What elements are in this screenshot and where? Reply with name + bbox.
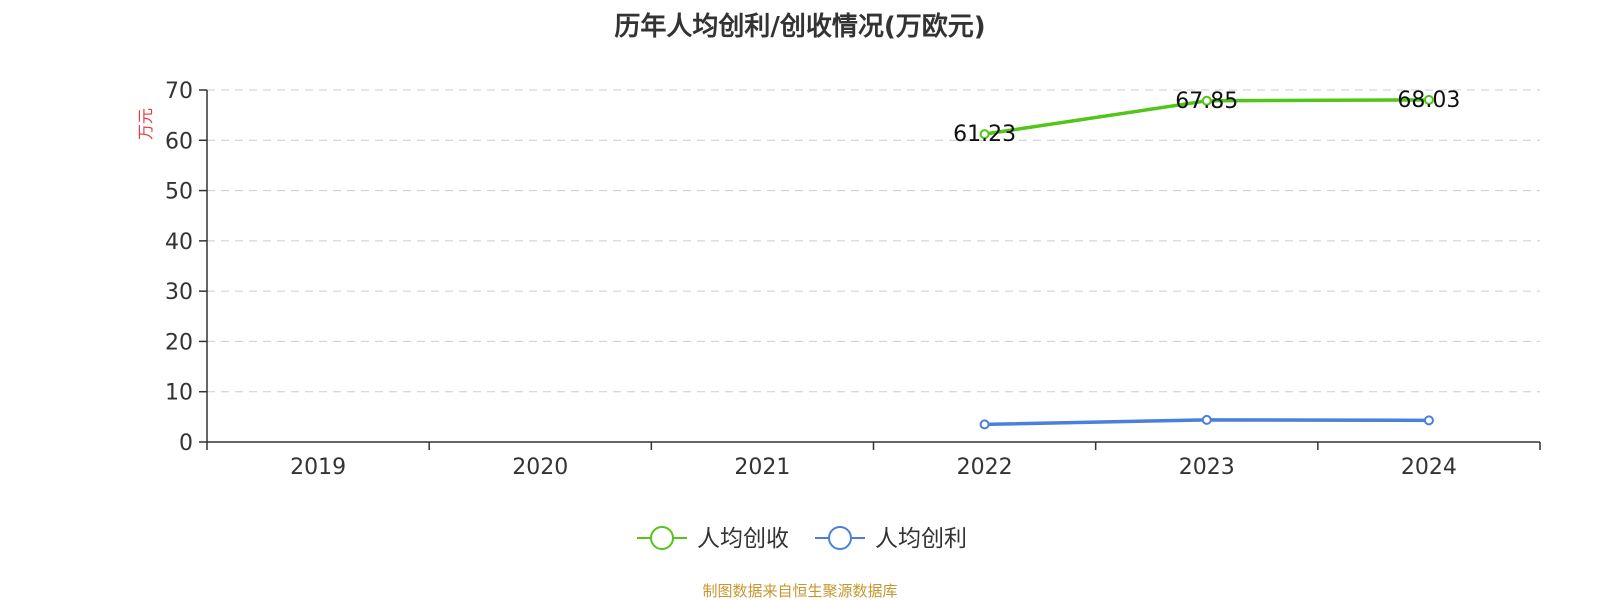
y-tick-label: 50: [165, 180, 193, 205]
y-axis-label: 万元: [136, 108, 155, 140]
data-point: [979, 129, 990, 140]
data-point: [1423, 415, 1434, 426]
y-tick-label: 10: [165, 381, 193, 406]
legend-item[interactable]: 人均创利: [815, 526, 967, 552]
data-label-layer: 61.23 67.85 68.03: [953, 88, 1460, 147]
series-layer: [979, 94, 1434, 430]
y-tick-label: 0: [179, 431, 193, 456]
y-tick-label: 40: [165, 230, 193, 255]
data-point: [1423, 94, 1434, 105]
legend-item[interactable]: 人均创收: [637, 526, 789, 552]
x-tick-label: 2023: [1179, 455, 1235, 480]
data-point: [1201, 95, 1212, 106]
legend-marker-icon: [828, 526, 852, 550]
data-source-note: 制图数据来自恒生聚源数据库: [702, 582, 898, 600]
data-label: 68.03: [1397, 88, 1460, 113]
y-tick-label: 60: [165, 129, 193, 154]
x-tick-label: 2022: [957, 455, 1013, 480]
y-tick-label: 30: [165, 280, 193, 305]
data-point: [1201, 414, 1212, 425]
grid-layer: [207, 89, 1540, 393]
y-tick-label: 70: [165, 79, 193, 104]
x-tick-label: 2024: [1401, 455, 1457, 480]
y-tick-label: 20: [165, 330, 193, 355]
x-tick-label: 2020: [512, 455, 568, 480]
data-point: [979, 419, 990, 430]
legend-label: 人均创利: [875, 526, 967, 552]
legend-label: 人均创收: [697, 526, 789, 552]
legend: 人均创收 人均创利: [637, 526, 967, 552]
legend-marker-icon: [650, 526, 674, 550]
data-label: 61.23: [953, 122, 1016, 147]
data-label: 67.85: [1175, 89, 1238, 114]
chart-title: 历年人均创利/创收情况(万欧元): [614, 12, 986, 42]
x-tick-label: 2019: [290, 455, 346, 480]
x-tick-label: 2021: [734, 455, 790, 480]
axis-layer: 0 10 20 30 40 50 60 70 万元 2019 2020 2021 2022 2023 202…: [136, 79, 1541, 480]
